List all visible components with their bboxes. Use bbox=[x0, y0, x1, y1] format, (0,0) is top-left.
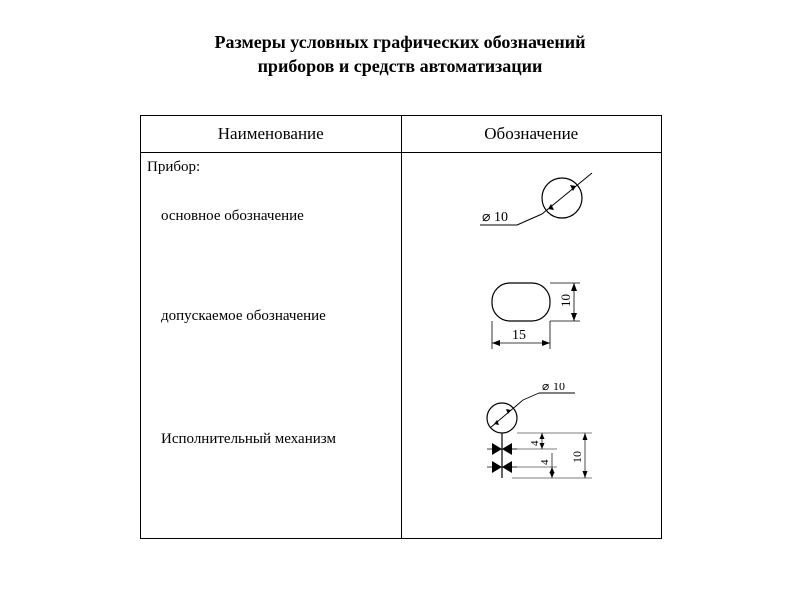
svg-text:⌀: ⌀ bbox=[482, 210, 490, 225]
dim-a: 4 bbox=[529, 440, 541, 446]
sizes-table: Наименование Обозначение Прибор: основно… bbox=[140, 115, 662, 539]
symbol-rounded-rect: 15 10 bbox=[452, 271, 642, 386]
table-body: Прибор: основное обозначение допускаемое… bbox=[141, 153, 661, 538]
dim-diameter-1: 10 bbox=[494, 210, 508, 225]
dim-width: 15 bbox=[512, 328, 526, 343]
symbol-circle: ⌀ 10 bbox=[462, 163, 632, 248]
symbol-actuator: ⌀ 10 bbox=[447, 383, 657, 528]
symbols-column: ⌀ 10 15 bbox=[402, 153, 661, 538]
names-column: Прибор: основное обозначение допускаемое… bbox=[141, 153, 402, 538]
dim-b: 4 bbox=[539, 459, 551, 465]
col-header-symbol: Обозначение bbox=[401, 116, 662, 152]
title-line-1: Размеры условных графических обозначений bbox=[214, 32, 585, 52]
row-label-alt: допускаемое обозначение bbox=[161, 308, 326, 325]
page: Размеры условных графических обозначений… bbox=[0, 0, 800, 600]
col-header-name: Наименование bbox=[141, 116, 401, 152]
title-line-2: приборов и средств автоматизации bbox=[258, 56, 543, 76]
dim-height: 10 bbox=[558, 294, 573, 307]
svg-text:⌀: ⌀ bbox=[542, 383, 549, 393]
dim-diameter-3: 10 bbox=[553, 383, 565, 393]
dim-c: 10 bbox=[570, 451, 584, 463]
page-title: Размеры условных графических обозначений… bbox=[0, 0, 800, 79]
table-header-row: Наименование Обозначение bbox=[141, 116, 661, 153]
row-label-main: основное обозначение bbox=[161, 208, 304, 225]
row-label-actuator: Исполнительный механизм bbox=[161, 431, 336, 448]
section-label: Прибор: bbox=[147, 159, 200, 176]
